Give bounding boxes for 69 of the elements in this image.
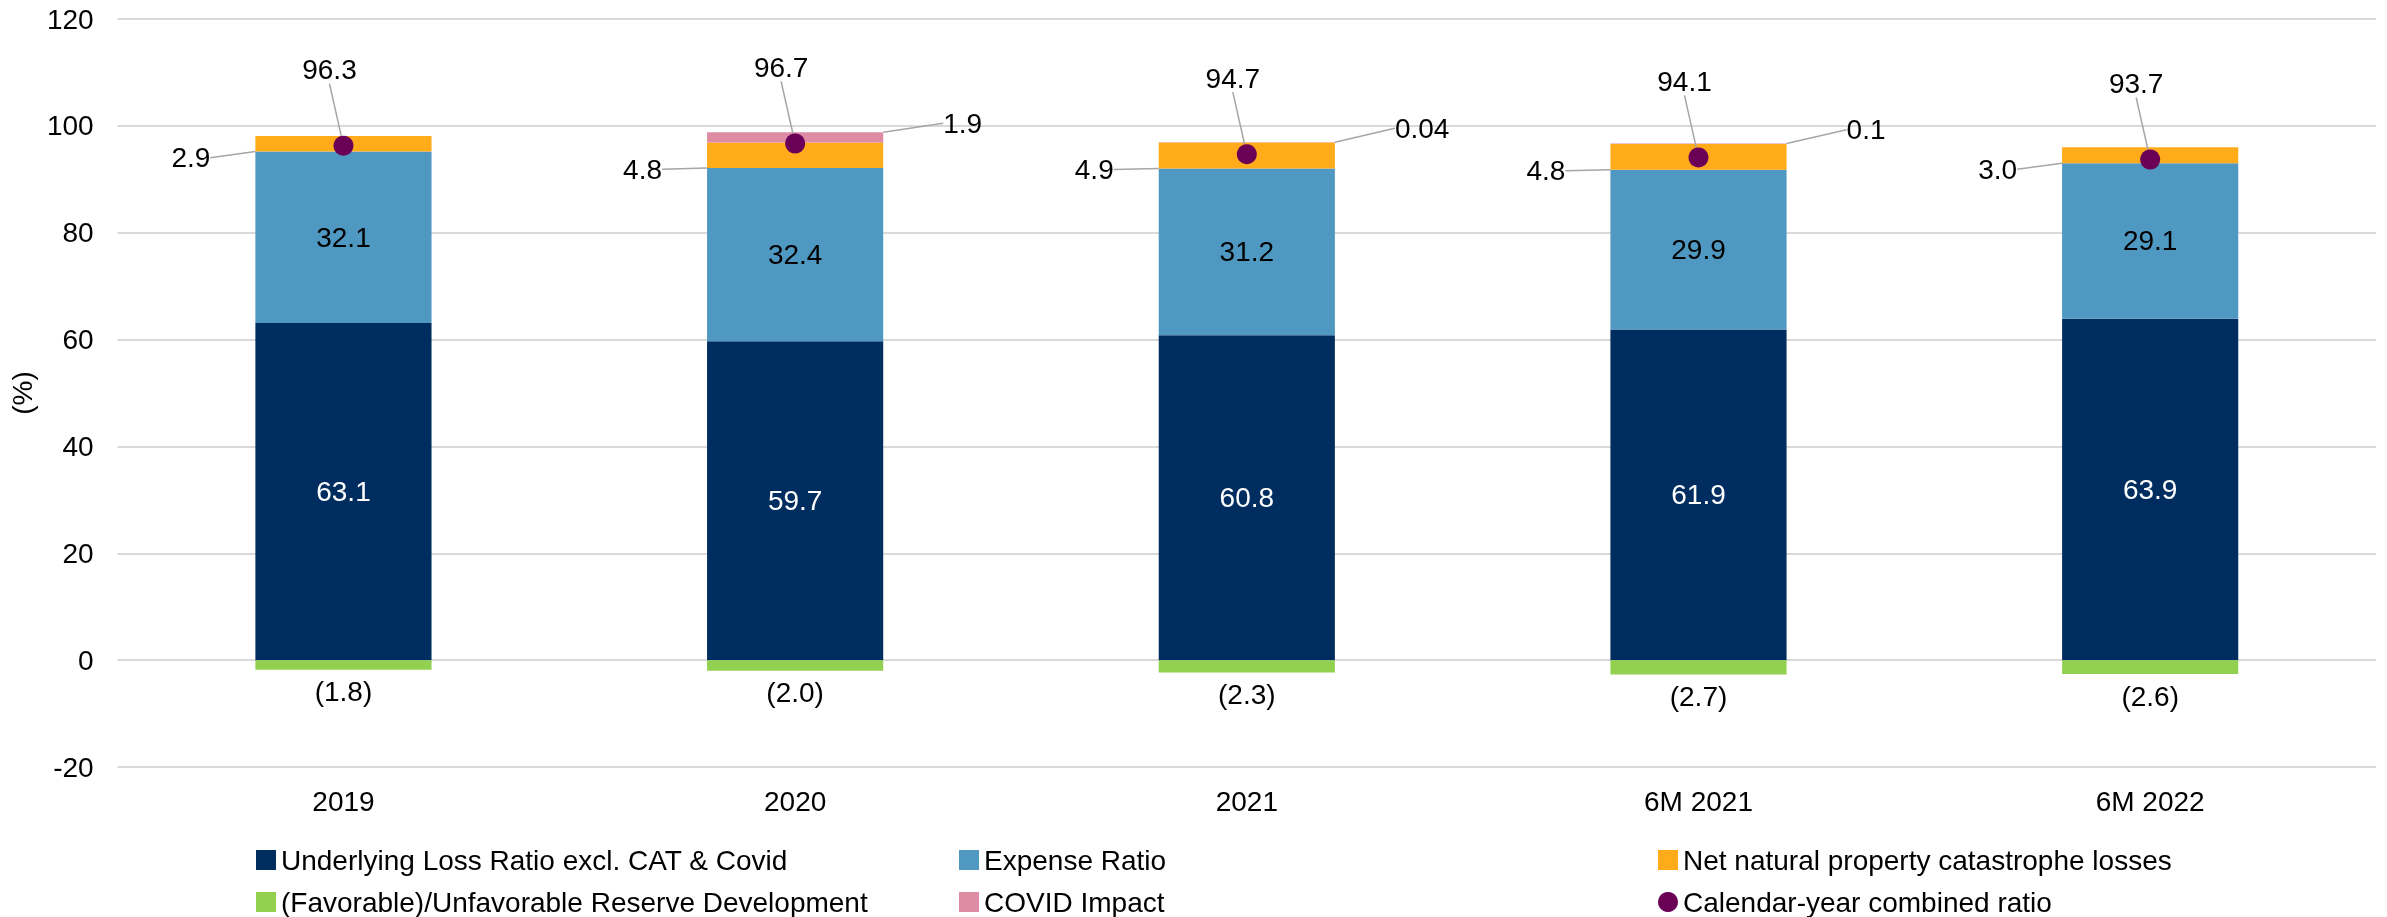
bar [1610, 169, 1787, 330]
data-label: 32.4 [767, 239, 823, 271]
data-label: 32.1 [316, 221, 371, 253]
data-label: 96.7 [753, 51, 809, 83]
data-label: 0.04 [1394, 112, 1450, 144]
data-label: 31.2 [1219, 236, 1275, 268]
data-label: (1.8) [314, 676, 373, 708]
bar [707, 660, 884, 671]
bar [1158, 168, 1335, 336]
bar [707, 142, 884, 169]
data-label: 29.9 [1671, 234, 1726, 266]
data-label: 59.7 [767, 485, 823, 517]
data-label: 1.9 [943, 107, 983, 139]
x-tick-label: 6M 2022 [2095, 785, 2205, 817]
data-label: 93.7 [2108, 68, 2164, 100]
data-label: 60.8 [1219, 482, 1275, 514]
data-label: (2.6) [2121, 680, 2179, 712]
bar [1158, 335, 1335, 661]
legend-label: Expense Ratio [984, 844, 1167, 876]
bar [2062, 660, 2239, 675]
legend-label: COVID Impact [984, 886, 1165, 917]
x-tick-label: 2020 [763, 785, 827, 817]
y-tick-label: 120 [46, 3, 94, 35]
y-tick-label: 80 [62, 217, 94, 249]
data-label: 4.8 [1526, 155, 1566, 187]
legend-label: Net natural property catastrophe losses [1683, 844, 2172, 876]
data-label: 3.0 [1978, 153, 2018, 185]
legend-label: Underlying Loss Ratio excl. CAT & Covid [281, 844, 788, 876]
y-tick-label: 0 [78, 644, 94, 676]
data-label: (2.0) [766, 677, 824, 709]
bar [707, 168, 884, 342]
y-tick-label: 100 [46, 110, 94, 142]
data-label: 2.9 [171, 142, 211, 174]
bar [1158, 660, 1335, 673]
bar [1158, 142, 1335, 169]
bar [255, 136, 432, 152]
data-label: 61.9 [1671, 479, 1726, 511]
x-tick-label: 2021 [1215, 785, 1278, 817]
y-tick-label: 40 [62, 430, 94, 462]
data-label: 94.1 [1657, 65, 1712, 97]
data-label: 96.3 [302, 54, 357, 86]
bar [255, 323, 432, 661]
x-tick-label: 2019 [312, 785, 375, 817]
bar [255, 151, 432, 324]
bar [1610, 144, 1787, 170]
y-tick-label: 60 [62, 324, 94, 356]
y-tick-label: -20 [53, 751, 94, 783]
bar [2062, 318, 2239, 661]
data-label: (2.3) [1218, 678, 1276, 710]
bar [1610, 660, 1787, 675]
data-label: (2.7) [1669, 681, 1728, 713]
data-label: 4.9 [1074, 154, 1114, 186]
data-label: 94.7 [1205, 62, 1261, 94]
y-tick-label: 20 [62, 537, 94, 569]
data-label: 4.8 [623, 153, 663, 185]
data-label: 0.1 [1846, 114, 1886, 146]
data-label: 63.9 [2122, 473, 2178, 505]
bar [2062, 163, 2239, 319]
legend-label: Calendar-year combined ratio [1683, 886, 2052, 917]
bar [707, 341, 884, 661]
x-tick-label: 6M 2021 [1644, 785, 1753, 817]
legend-label: (Favorable)/Unfavorable Reserve Development [281, 886, 868, 917]
bar [255, 660, 432, 670]
bar [1610, 329, 1787, 661]
bar [707, 132, 884, 143]
data-label: 29.1 [2122, 225, 2178, 257]
bar [2062, 147, 2239, 164]
y-axis-title: (%) [6, 371, 38, 415]
data-label: 63.1 [316, 476, 371, 508]
